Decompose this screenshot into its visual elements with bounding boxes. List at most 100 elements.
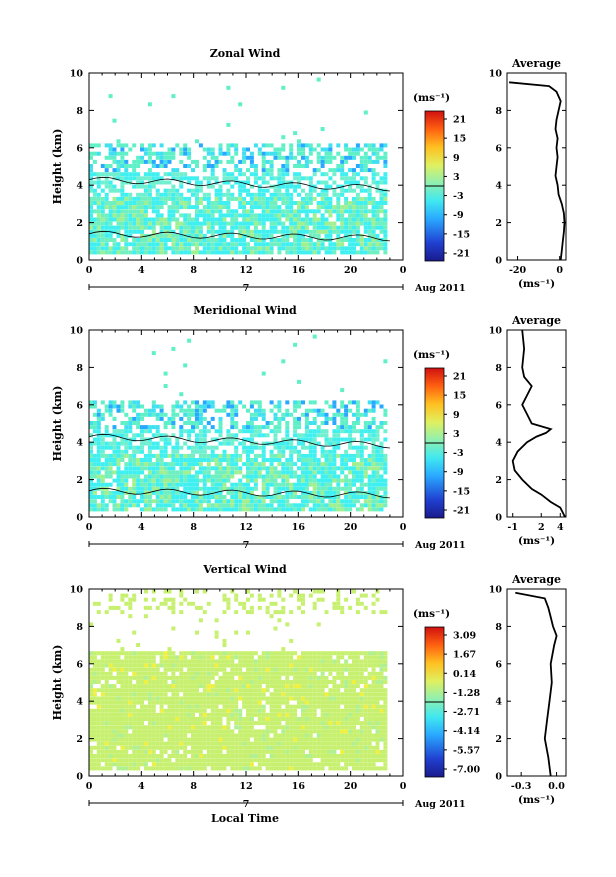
colorbar-tick-label: 3 <box>453 172 460 183</box>
avg-x-tick-label: 0 <box>556 265 563 276</box>
colorbar-tick-label: 21 <box>453 372 466 383</box>
avg-x-tick-label: -20 <box>509 265 527 276</box>
avg-y-tick-label: 4 <box>495 438 502 449</box>
avg-y-tick-label: 6 <box>495 143 502 154</box>
colorbar-tick-label: -4.14 <box>453 726 480 737</box>
colorbar-tick-label: -9 <box>453 210 464 221</box>
y-tick-label: 2 <box>76 475 83 486</box>
y-tick-label: 6 <box>76 400 83 411</box>
avg-y-tick-label: 8 <box>495 622 502 633</box>
y-tick-label: 10 <box>70 69 84 80</box>
x-tick-label: 12 <box>239 265 252 276</box>
x-tick-label: 0 <box>400 265 407 276</box>
average-title: Average <box>511 573 561 586</box>
colorbar-tick-label: 1.67 <box>453 650 476 661</box>
date-day-label: 7 <box>243 283 250 294</box>
colorbar-tick-label: -21 <box>453 249 470 260</box>
panel-title: Zonal Wind <box>210 47 281 60</box>
x-tick-label: 8 <box>190 522 197 533</box>
x-tick-label: 20 <box>344 522 358 533</box>
colorbar-tick-label: 0.14 <box>453 669 477 680</box>
y-tick-label: 10 <box>70 585 84 596</box>
avg-y-tick-label: 0 <box>495 256 502 267</box>
average-profile-line <box>509 82 564 260</box>
y-tick-label: 10 <box>70 326 84 337</box>
colorbar-tick-label: -7.00 <box>453 765 480 776</box>
x-tick-label: 12 <box>239 781 252 792</box>
y-tick-label: 0 <box>76 256 83 267</box>
y-tick-label: 8 <box>76 106 83 117</box>
x-tick-label: 20 <box>344 781 358 792</box>
average-unit: (ms⁻¹) <box>518 535 555 547</box>
colorbar-tick-label: 9 <box>453 410 460 421</box>
heatmap-cells <box>89 335 387 512</box>
heatmap-cells <box>89 78 387 255</box>
y-tick-label: 6 <box>76 143 83 154</box>
average-frame <box>507 330 566 517</box>
x-tick-label: 0 <box>400 522 407 533</box>
colorbar-tick-label: -5.57 <box>453 745 480 756</box>
avg-y-tick-label: 2 <box>495 734 502 745</box>
x-tick-label: 4 <box>138 265 145 276</box>
colorbar-tick-label: 9 <box>453 153 460 164</box>
x-tick-label: 0 <box>86 265 93 276</box>
average-title: Average <box>511 314 561 327</box>
y-tick-label: 4 <box>76 438 83 449</box>
month-label: Aug 2011 <box>414 540 466 551</box>
avg-x-tick-label: 2 <box>538 522 545 533</box>
colorbar-tick-label: 21 <box>453 115 466 126</box>
x-tick-label: 0 <box>400 781 407 792</box>
colorbar-tick-label: 15 <box>453 134 466 145</box>
colorbar-tick-label: -21 <box>453 506 470 517</box>
avg-y-tick-label: 4 <box>495 181 502 192</box>
colorbar-tick-label: 15 <box>453 391 466 402</box>
avg-y-tick-label: 8 <box>495 363 502 374</box>
y-tick-label: 4 <box>76 697 83 708</box>
y-tick-label: 2 <box>76 734 83 745</box>
avg-x-tick-label: 4 <box>557 522 564 533</box>
x-tick-label: 0 <box>86 781 93 792</box>
average-unit: (ms⁻¹) <box>518 278 555 290</box>
y-axis-label: Height (km) <box>51 386 64 462</box>
x-tick-label: 20 <box>344 265 358 276</box>
avg-y-tick-label: 2 <box>495 218 502 229</box>
colorbar-unit: (ms⁻¹) <box>413 608 450 620</box>
avg-y-tick-label: 2 <box>495 475 502 486</box>
avg-y-tick-label: 10 <box>489 326 503 337</box>
y-tick-label: 0 <box>76 772 83 783</box>
y-tick-label: 6 <box>76 659 83 670</box>
month-label: Aug 2011 <box>414 799 466 810</box>
month-label: Aug 2011 <box>414 283 466 294</box>
colorbar-tick-label: -3 <box>453 191 464 202</box>
heatmap-cells <box>89 590 387 771</box>
x-tick-label: 0 <box>86 522 93 533</box>
x-tick-label: 8 <box>190 781 197 792</box>
colorbar-tick-label: -15 <box>453 229 470 240</box>
avg-y-tick-label: 6 <box>495 659 502 670</box>
x-tick-label: 16 <box>292 522 306 533</box>
colorbar-unit: (ms⁻¹) <box>413 349 450 361</box>
average-profile-line <box>513 330 565 517</box>
panel-title: Vertical Wind <box>202 563 287 576</box>
y-tick-label: 4 <box>76 181 83 192</box>
colorbar-tick-label: 3 <box>453 429 460 440</box>
y-tick-label: 8 <box>76 622 83 633</box>
colorbar-tick-label: 3.09 <box>453 631 477 642</box>
colorbar-tick-label: -9 <box>453 467 464 478</box>
avg-y-tick-label: 0 <box>495 513 502 524</box>
avg-x-tick-label: 0.0 <box>548 781 565 792</box>
avg-y-tick-label: 10 <box>489 585 503 596</box>
y-tick-label: 2 <box>76 218 83 229</box>
colorbar-tick-label: -1.28 <box>453 688 480 699</box>
colorbar-tick-label: -3 <box>453 448 464 459</box>
x-axis-label: Local Time <box>211 812 279 825</box>
average-frame <box>507 589 566 776</box>
x-tick-label: 16 <box>292 265 306 276</box>
average-unit: (ms⁻¹) <box>518 794 555 806</box>
avg-x-tick-label: -0.3 <box>511 781 531 792</box>
avg-x-tick-label: -1 <box>507 522 518 533</box>
